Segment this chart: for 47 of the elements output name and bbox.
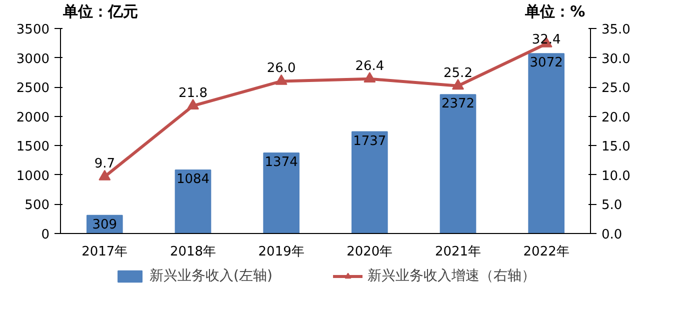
point [187, 98, 199, 110]
x-tick-label: 2017年 [82, 244, 128, 260]
data-label: 309 [92, 217, 118, 232]
x-tick-label: 2022年 [523, 244, 570, 260]
legend-label: 新兴业务收入(左轴) [150, 267, 272, 285]
y2-tick-label: 15.0 [602, 140, 630, 155]
y-tick-label: 3000 [16, 52, 50, 67]
y-tick-label: 2500 [16, 81, 50, 96]
legend-label: 新兴业务收入增速（右轴） [367, 267, 536, 285]
bar [440, 94, 476, 234]
y-tick-label: 500 [24, 198, 50, 214]
bar [352, 131, 388, 234]
y-tick-label: 1500 [16, 140, 50, 155]
data-label: 1737 [353, 134, 386, 149]
point [98, 170, 111, 180]
data-label: 3072 [530, 56, 563, 71]
y2-axis-title: 单位：% [524, 2, 586, 20]
y2-tick-label: 20.0 [602, 110, 630, 126]
y-axis-title: 单位：亿元 [62, 2, 138, 20]
data-label: 1084 [176, 172, 210, 188]
y2-tick-label: 5.0 [602, 198, 622, 214]
bar [528, 53, 564, 234]
data-label: 26.4 [355, 58, 384, 74]
x-tick-label: 2020年 [346, 244, 393, 260]
point [275, 74, 288, 85]
bar [263, 152, 300, 234]
point [452, 79, 464, 90]
y-tick-label: 2000 [16, 110, 50, 126]
data-label: 26.0 [266, 61, 296, 76]
y2-tick-label: 25.0 [602, 81, 630, 96]
data-label: 21.8 [178, 86, 208, 101]
y-tick-label: 0 [41, 228, 50, 242]
y2-tick-label: 35.0 [602, 22, 630, 38]
y-tick-label: 1000 [16, 168, 50, 184]
data-label: 25.2 [444, 66, 472, 81]
y2-tick-label: 0.0 [602, 228, 622, 242]
y2-tick-label: 30.0 [602, 52, 630, 67]
data-label: 1374 [264, 155, 298, 170]
x-tick-label: 2019年 [258, 244, 304, 260]
data-label: 2372 [441, 96, 475, 112]
x-tick-label: 2021年 [434, 244, 482, 260]
bar [174, 170, 212, 234]
point [364, 72, 376, 83]
x-tick-label: 2018年 [170, 244, 216, 260]
data-label: 9.7 [94, 156, 116, 172]
y2-tick-label: 10.0 [602, 168, 630, 184]
y-tick-label: 3500 [16, 22, 50, 38]
